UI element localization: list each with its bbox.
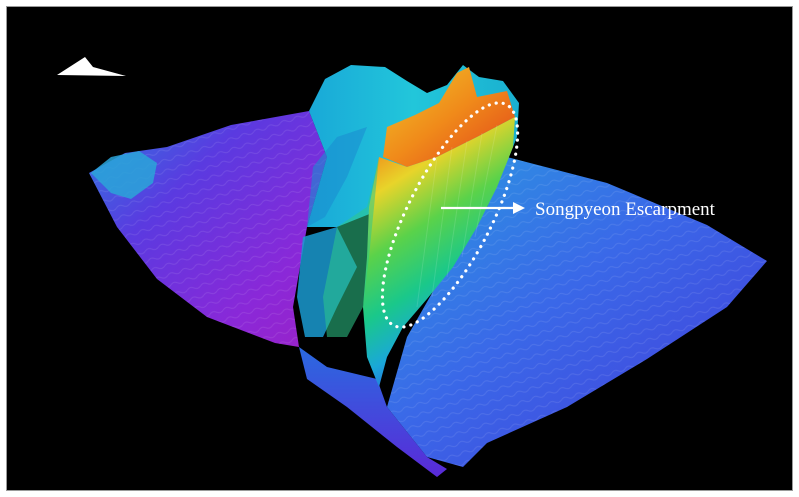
north-arrow-icon xyxy=(57,57,126,76)
bathymetry-3d-view xyxy=(57,57,767,477)
annotation-arrow xyxy=(441,202,525,214)
escarpment-highlight xyxy=(380,101,520,329)
escarpment-label: Songpyeon Escarpment xyxy=(535,199,715,220)
image-frame: Songpyeon Escarpment xyxy=(6,6,793,491)
escarpment-face xyxy=(363,117,515,387)
